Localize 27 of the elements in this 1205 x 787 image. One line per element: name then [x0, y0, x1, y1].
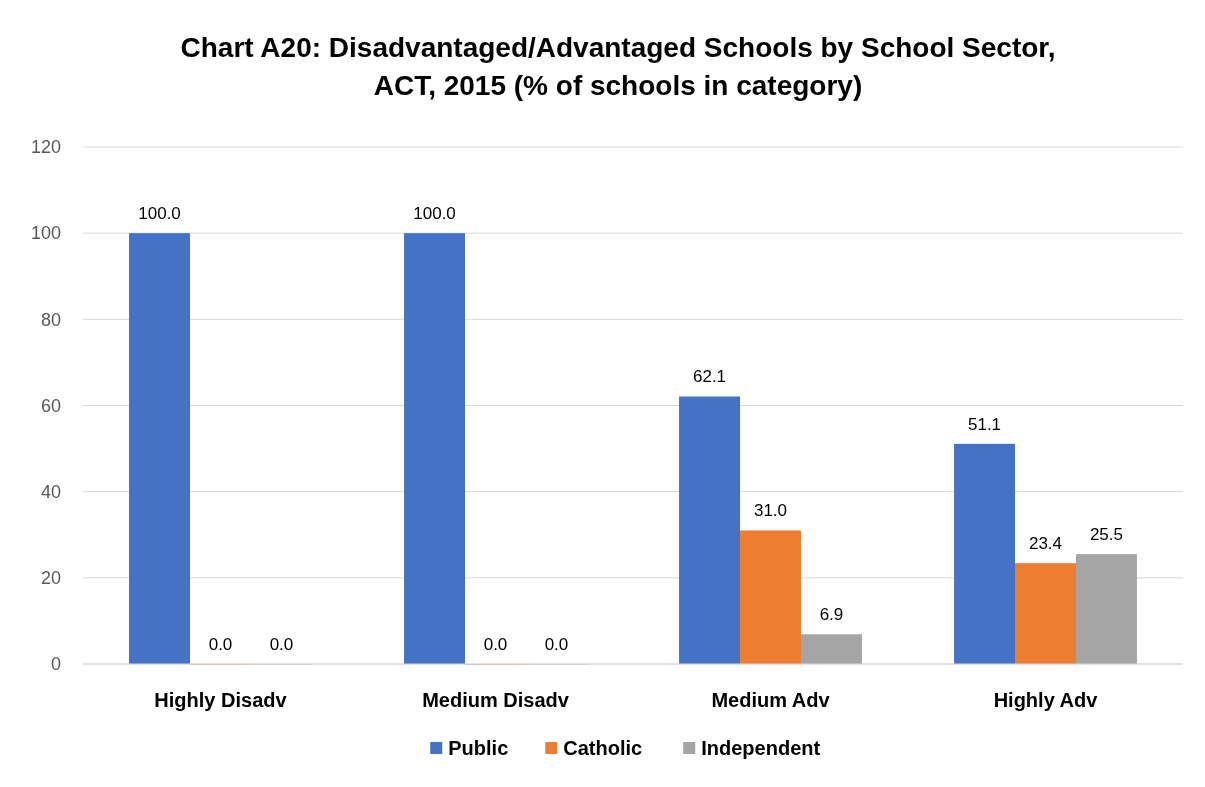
data-label: 31.0 — [753, 501, 788, 521]
data-label: 0.0 — [269, 635, 294, 654]
chart-title: Chart A20: Disadvantaged/Advantaged Schools by School Sector, ACT, 2015 (% of schools in category) — [180, 32, 1056, 101]
y-tick-label: 0 — [50, 654, 61, 675]
data-label: 62.1 — [692, 367, 727, 387]
data-label: 0.0 — [544, 635, 569, 654]
data-label: 6.9 — [819, 605, 844, 625]
legend-label: Catholic — [563, 737, 643, 759]
y-tick-label: 100 — [30, 223, 61, 244]
legend-label: Independent — [701, 737, 821, 759]
data-label: 51.1 — [967, 414, 1002, 434]
data-label: 25.5 — [1089, 525, 1124, 545]
data-label: 0.0 — [208, 635, 233, 654]
y-tick-label: 80 — [40, 309, 61, 330]
y-tick-label: 120 — [30, 137, 61, 158]
data-label: 100.0 — [413, 204, 456, 224]
x-tick-label: Medium Disadv — [422, 689, 570, 711]
y-tick-label: 20 — [40, 568, 61, 589]
data-label: 23.4 — [1028, 534, 1063, 554]
legend-label: Public — [448, 737, 509, 759]
y-tick-label: 60 — [40, 395, 61, 416]
data-label: 0.0 — [483, 635, 508, 654]
x-tick-label: Medium Adv — [711, 689, 831, 711]
y-tick-label: 40 — [40, 481, 61, 502]
x-tick-label: Highly Disadv — [154, 689, 288, 711]
data-label: 100.0 — [138, 204, 181, 224]
x-tick-label: Highly Adv — [993, 689, 1099, 711]
